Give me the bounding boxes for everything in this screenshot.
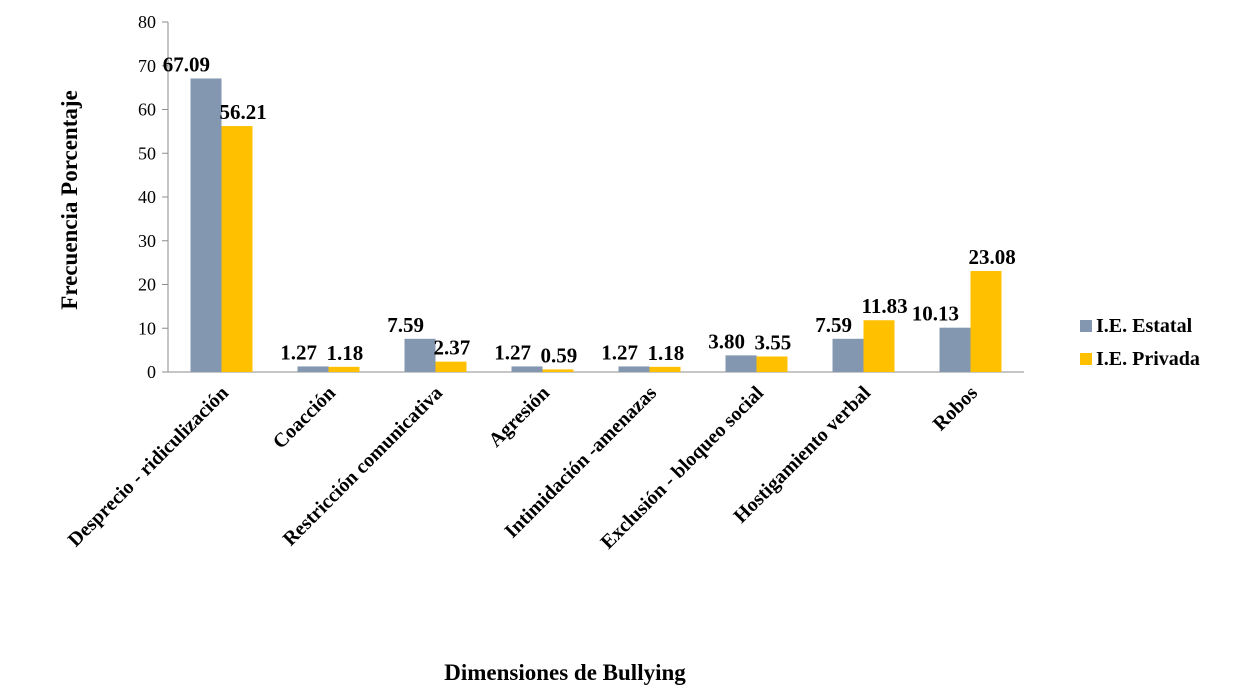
data-label: 67.09 — [163, 52, 210, 76]
y-axis-title: Frecuencia Porcentaje — [57, 90, 82, 309]
category-label: Agresión — [485, 382, 555, 452]
category-labels: Desprecio - ridiculización CoacciónRestri… — [64, 382, 982, 554]
data-label: 1.27 — [494, 340, 531, 364]
bar — [863, 320, 895, 372]
bar — [618, 366, 650, 372]
y-tick-label: 40 — [138, 187, 156, 207]
data-label: 56.21 — [220, 100, 267, 124]
bar — [939, 327, 971, 372]
data-label: 10.13 — [912, 302, 959, 326]
data-label: 2.37 — [434, 336, 471, 360]
bar — [221, 126, 253, 372]
y-tick-label: 70 — [138, 56, 156, 76]
y-tick-label: 80 — [138, 12, 156, 32]
data-label: 11.83 — [862, 294, 908, 318]
bar — [542, 369, 574, 372]
data-label: 3.55 — [755, 330, 792, 354]
legend-swatch — [1080, 320, 1092, 332]
bar — [649, 366, 681, 372]
data-label: 1.18 — [648, 341, 685, 365]
data-label: 1.27 — [601, 340, 638, 364]
x-axis-title: Dimensiones de Bullying — [444, 660, 686, 685]
bar — [511, 366, 543, 372]
data-label: 7.59 — [387, 313, 424, 337]
bar — [435, 361, 467, 372]
y-tick-label: 10 — [138, 318, 156, 338]
category-label: Robos — [929, 382, 982, 435]
data-label: 1.27 — [280, 340, 317, 364]
legend: I.E. Estatal I.E. Privada — [1080, 315, 1200, 370]
bar — [404, 338, 436, 372]
data-label: 7.59 — [815, 313, 852, 337]
bar — [297, 366, 329, 372]
data-labels: 67.09 56.21 1.27 1.18 7.59 2.37 1.27 0.59 1.27 1.… — [163, 52, 1016, 367]
bar — [832, 338, 864, 372]
legend-swatch — [1080, 353, 1092, 365]
bar — [756, 356, 788, 372]
category-label: Desprecio - ridiculización — [64, 382, 233, 551]
y-tick-label: 20 — [138, 275, 156, 295]
legend-label: I.E. Estatal — [1096, 315, 1193, 337]
y-tick-label: 0 — [147, 362, 156, 382]
legend-label: I.E. Privada — [1096, 348, 1200, 370]
bar — [328, 366, 360, 372]
data-label: 23.08 — [969, 245, 1016, 269]
category-label: Coacción — [269, 382, 340, 453]
y-tick-label: 60 — [138, 100, 156, 120]
data-label: 3.80 — [708, 329, 745, 353]
bar — [190, 78, 222, 372]
data-label: 1.18 — [327, 341, 364, 365]
data-label: 0.59 — [541, 343, 578, 367]
y-tick-label: 30 — [138, 231, 156, 251]
bar — [970, 271, 1002, 372]
y-tick-label: 50 — [138, 143, 156, 163]
bar — [725, 355, 757, 372]
bars — [190, 78, 1002, 372]
